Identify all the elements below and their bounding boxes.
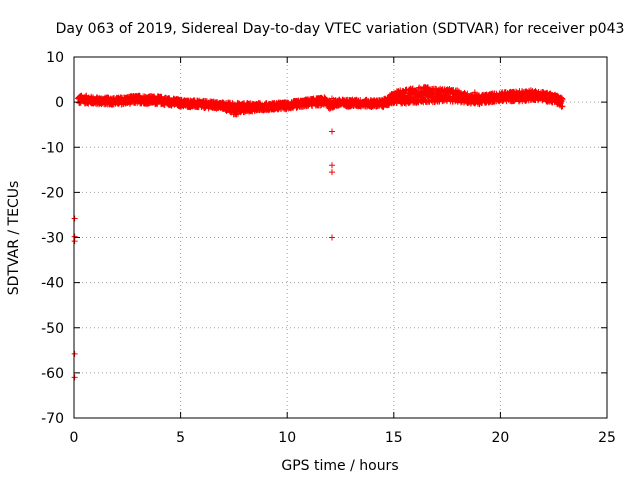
data-point [416, 84, 423, 91]
outlier-point [328, 234, 335, 241]
x-tick-label: 20 [491, 430, 509, 446]
data-point [464, 90, 471, 97]
y-tick-label: -70 [41, 411, 64, 427]
outlier-point [71, 350, 78, 357]
x-tick-label: 10 [278, 430, 296, 446]
y-tick-label: -20 [41, 185, 64, 201]
outlier-point [471, 89, 478, 96]
y-tick-label: 0 [55, 95, 64, 111]
y-tick-label: -50 [41, 321, 64, 337]
outlier-point [433, 90, 440, 97]
x-tick-label: 5 [176, 430, 185, 446]
outlier-point [71, 374, 78, 381]
outlier-point [397, 87, 404, 94]
data-point [559, 96, 566, 103]
data-point [559, 103, 566, 110]
outlier-point [328, 128, 335, 135]
outlier-point [459, 92, 466, 99]
chart-title: Day 063 of 2019, Sidereal Day-to-day VTE… [56, 21, 625, 37]
y-tick-label: 10 [46, 50, 64, 66]
outlier-point [71, 238, 78, 245]
axis-layer: 0 5 10 15 20 25 10 0 -10 -20 -30 -40 -50 -60 -70 [41, 50, 616, 446]
outlier-point [328, 162, 335, 169]
x-tick-label: 0 [70, 430, 79, 446]
y-tick-label: -30 [41, 231, 64, 247]
data-layer [71, 83, 566, 381]
x-tick-label: 15 [385, 430, 403, 446]
y-tick-label: -60 [41, 366, 64, 382]
y-tick-label: -40 [41, 276, 64, 292]
outlier-point [328, 95, 335, 102]
outlier-point [71, 215, 78, 222]
outlier-point [412, 88, 419, 95]
y-tick-label: -10 [41, 140, 64, 156]
y-axis-label: SDTVAR / TECUs [6, 181, 22, 296]
outlier-point [403, 86, 410, 93]
x-axis-label: GPS time / hours [281, 458, 398, 474]
x-tick-label: 25 [598, 430, 616, 446]
data-point [229, 100, 236, 107]
outlier-point [328, 169, 335, 176]
